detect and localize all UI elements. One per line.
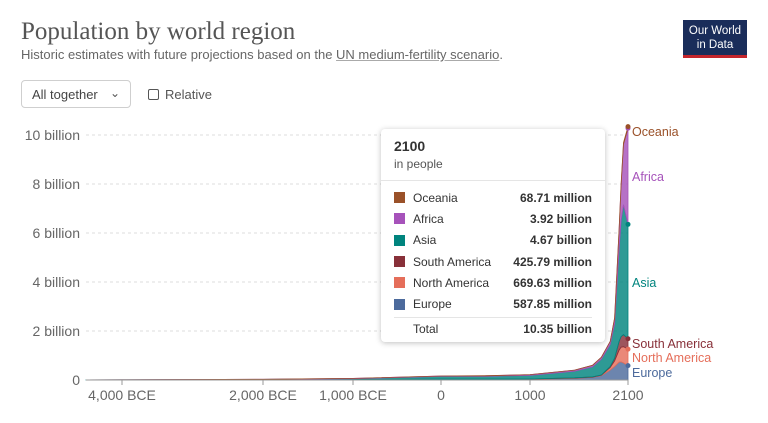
tooltip-row-name: South America: [413, 254, 492, 269]
tooltip-row: Europe 587.85 million: [394, 293, 592, 314]
chart-subtitle: Historic estimates with future projectio…: [21, 47, 503, 62]
x-tick-label: 0: [437, 387, 445, 403]
tooltip-row-value: 68.71 million: [519, 190, 592, 205]
series-end-dot: [625, 346, 631, 352]
tooltip-swatch: [394, 256, 405, 268]
tooltip-row-name: Africa: [413, 211, 444, 226]
series-end-label: Asia: [632, 276, 656, 290]
tooltip-swatch: [394, 298, 405, 310]
tooltip-row-name: Oceania: [413, 190, 458, 205]
series-end-dot: [625, 221, 631, 227]
chart-title: Population by world region: [21, 18, 296, 45]
relative-toggle[interactable]: Relative: [148, 87, 212, 102]
y-tick-label: 2 billion: [33, 323, 80, 339]
tooltip-row-value: 587.85 million: [513, 297, 592, 312]
series-end-dot: [625, 363, 631, 369]
x-tick-label: 4,000 BCE: [88, 387, 156, 403]
tooltip-swatch: [394, 234, 405, 246]
series-end-dot: [625, 336, 631, 342]
y-tick-label: 8 billion: [33, 176, 80, 192]
tooltip-unit: in people: [394, 157, 443, 171]
y-tick-label: 0: [72, 372, 80, 388]
chevron-down-icon: ⌄: [109, 86, 120, 100]
tooltip-row-value: 669.63 million: [513, 275, 592, 290]
tooltip-row: North America 669.63 million: [394, 272, 592, 293]
x-tick-label: 2100: [612, 387, 643, 403]
tooltip-row: Africa 3.92 billion: [394, 208, 592, 229]
owid-logo[interactable]: Our World in Data: [683, 20, 747, 58]
tooltip-row: Oceania 68.71 million: [394, 187, 592, 208]
dropdown-label: All together: [32, 87, 98, 102]
series-end-dot: [625, 124, 631, 130]
tooltip-row-name: North America: [413, 275, 490, 290]
y-tick-label: 10 billion: [25, 127, 80, 143]
tooltip-row-value: 4.67 billion: [529, 233, 592, 248]
tooltip: 2100 in people Oceania 68.71 million Afric…: [381, 129, 605, 342]
tooltip-swatch: [394, 277, 405, 289]
x-tick-label: 1000: [514, 387, 545, 403]
x-tick-label: 2,000 BCE: [229, 387, 297, 403]
y-tick-label: 6 billion: [33, 225, 80, 241]
series-end-label: Oceania: [632, 125, 679, 139]
series-end-label: South America: [632, 337, 713, 351]
tooltip-row-name: Asia: [413, 233, 437, 248]
tooltip-row: South America 425.79 million: [394, 251, 592, 272]
tooltip-year: 2100: [394, 138, 426, 154]
series-end-label: Africa: [632, 170, 664, 184]
tooltip-row-value: 3.92 billion: [529, 211, 592, 226]
tooltip-row-value: 425.79 million: [513, 254, 592, 269]
x-tick-label: 1,000 BCE: [319, 387, 387, 403]
tooltip-row: Asia 4.67 billion: [394, 230, 592, 251]
stacking-dropdown[interactable]: All together ⌄: [21, 80, 131, 108]
tooltip-row-name: Europe: [413, 297, 452, 312]
y-tick-label: 4 billion: [33, 274, 80, 290]
relative-label: Relative: [165, 87, 212, 102]
checkbox-icon[interactable]: [148, 89, 159, 100]
un-scenario-link[interactable]: UN medium-fertility scenario: [336, 47, 500, 62]
tooltip-swatch: [394, 213, 405, 225]
series-end-label: North America: [632, 351, 711, 365]
series-end-label: Europe: [632, 366, 672, 380]
tooltip-total-row: Total 10.35 billion: [394, 316, 592, 336]
tooltip-total-value: 10.35 billion: [523, 321, 592, 336]
tooltip-swatch: [394, 192, 405, 204]
tooltip-total-label: Total: [413, 321, 439, 336]
